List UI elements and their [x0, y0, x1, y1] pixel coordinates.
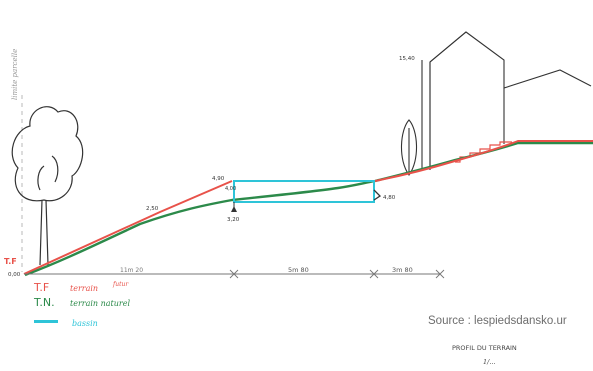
legend-basin-text: bassin — [72, 319, 98, 328]
drawing-scale: 1/... — [483, 358, 496, 366]
building-drawing — [421, 31, 592, 170]
shrub-drawing — [400, 119, 418, 176]
legend-tf-text: terrain — [70, 284, 98, 293]
label-dim-mid: 5m 80 — [288, 266, 309, 274]
basin-right-marker — [373, 189, 382, 201]
label-basin-bottom: 3,20 — [227, 217, 240, 223]
source-caption: Source : lespiedsdansko.ur — [428, 315, 567, 327]
future-terrain-line — [23, 140, 593, 275]
basin-level-marker — [231, 202, 237, 212]
legend-basin-swatch — [34, 320, 58, 323]
label-origin-level: 0,00 — [8, 272, 21, 278]
label-tf-marker: T.F — [4, 257, 17, 266]
label-dim-left: 11m 20 — [120, 267, 143, 274]
legend-tf-abbr: T.F — [33, 281, 49, 294]
label-basin-top: 4,90 — [212, 176, 225, 182]
tree-left-drawing — [11, 106, 84, 266]
label-basin-right: 4,80 — [383, 195, 396, 201]
legend-tf-extra: futur — [112, 281, 129, 288]
label-house-top: 15,40 — [399, 56, 415, 62]
basin-rectangle — [233, 180, 375, 203]
label-slope-mid: 2,50 — [146, 206, 159, 212]
dimension-line — [24, 269, 445, 279]
vertical-note: limite parcelle — [11, 49, 19, 100]
drawing-title: PROFIL DU TERRAIN — [452, 344, 517, 352]
legend-tn-text: terrain naturel — [70, 299, 130, 308]
legend-tn-abbr: T.N. — [33, 296, 55, 309]
label-dim-right: 3m 80 — [392, 266, 413, 274]
legend: T.F terrain futur T.N. terrain naturel b… — [33, 281, 130, 328]
natural-terrain-line — [24, 141, 593, 277]
label-basin-left: 4,00 — [225, 186, 236, 192]
